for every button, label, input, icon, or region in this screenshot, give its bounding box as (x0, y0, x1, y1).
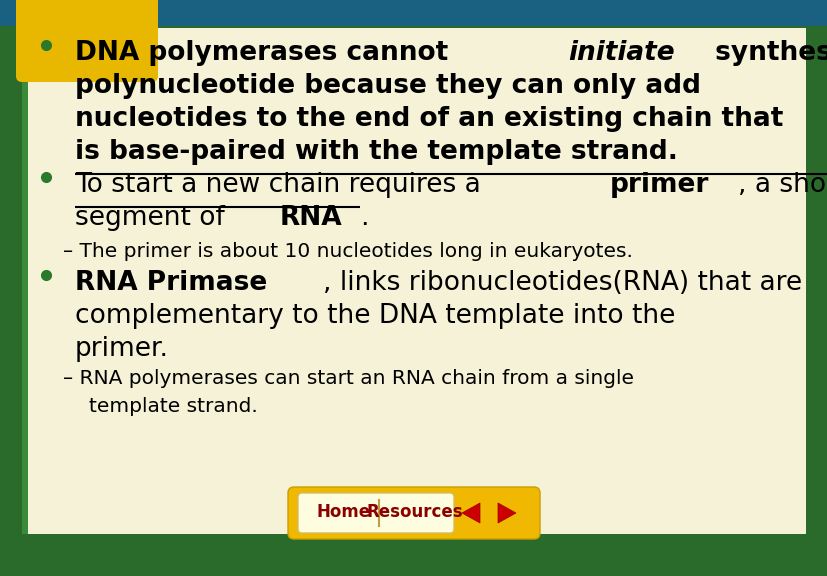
FancyBboxPatch shape (16, 0, 158, 82)
Text: Resources: Resources (366, 503, 462, 521)
Text: template strand.: template strand. (88, 397, 257, 416)
FancyBboxPatch shape (0, 0, 827, 26)
FancyBboxPatch shape (22, 28, 805, 534)
Text: segment of: segment of (75, 205, 233, 231)
Polygon shape (497, 503, 515, 523)
Text: RNA: RNA (279, 205, 342, 231)
Text: DNA polymerases cannot: DNA polymerases cannot (75, 40, 457, 66)
Text: primer: primer (609, 172, 708, 198)
Text: is base-paired with the template strand.: is base-paired with the template strand. (75, 139, 677, 165)
Text: primer.: primer. (75, 336, 169, 362)
Text: RNA Primase: RNA Primase (75, 270, 267, 296)
Text: .: . (360, 205, 368, 231)
Text: Home: Home (316, 503, 370, 521)
Polygon shape (461, 503, 480, 523)
Text: synthesis of a: synthesis of a (705, 40, 827, 66)
FancyBboxPatch shape (22, 28, 28, 534)
Text: complementary to the DNA template into the: complementary to the DNA template into t… (75, 303, 675, 329)
Text: nucleotides to the end of an existing chain that: nucleotides to the end of an existing ch… (75, 106, 782, 132)
Text: , links ribonucleotides(RNA) that are: , links ribonucleotides(RNA) that are (323, 270, 801, 296)
Text: initiate: initiate (567, 40, 674, 66)
Text: To start a new chain requires a: To start a new chain requires a (75, 172, 489, 198)
FancyBboxPatch shape (288, 487, 539, 539)
Text: – The primer is about 10 nucleotides long in eukaryotes.: – The primer is about 10 nucleotides lon… (63, 242, 632, 261)
Text: , a short: , a short (737, 172, 827, 198)
Text: – RNA polymerases can start an RNA chain from a single: – RNA polymerases can start an RNA chain… (63, 369, 633, 388)
FancyBboxPatch shape (298, 493, 453, 533)
Text: polynucleotide because they can only add: polynucleotide because they can only add (75, 73, 700, 99)
